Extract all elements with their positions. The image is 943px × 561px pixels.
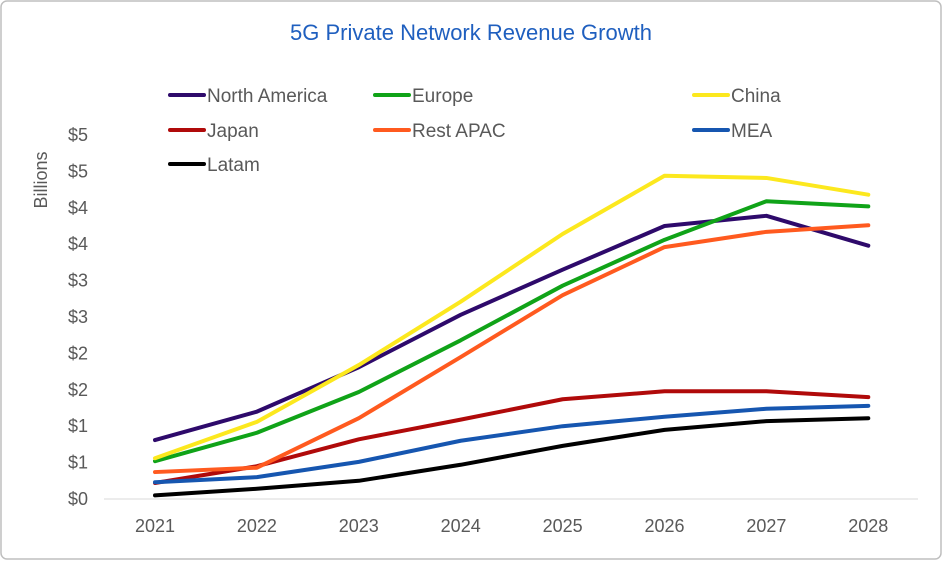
x-tick-label: 2024 <box>441 516 481 536</box>
series-line-north-america <box>153 213 871 443</box>
series-line-europe <box>153 199 871 464</box>
chart-title: 5G Private Network Revenue Growth <box>290 20 652 45</box>
x-tick-label: 2028 <box>848 516 888 536</box>
legend-label: China <box>731 86 781 107</box>
series-line-japan <box>153 389 871 485</box>
legend-item: North America <box>168 86 328 107</box>
x-tick-label: 2026 <box>644 516 684 536</box>
legend-label: Japan <box>207 121 259 142</box>
y-tick-label: $5 <box>68 125 88 145</box>
y-tick-label: $3 <box>68 307 88 327</box>
x-tick-label: 2027 <box>746 516 786 536</box>
legend-item: Japan <box>168 121 259 142</box>
y-tick-label: $4 <box>68 234 88 254</box>
x-tick-label: 2025 <box>543 516 583 536</box>
x-tick-label: 2021 <box>135 516 175 536</box>
legend-label: Europe <box>412 86 473 107</box>
series-line-mea <box>153 403 871 485</box>
y-tick-label: $0 <box>68 489 88 509</box>
legend-label: MEA <box>731 121 773 142</box>
y-tick-label: $5 <box>68 161 88 181</box>
y-tick-label: $1 <box>68 416 88 436</box>
y-tick-label: $2 <box>68 380 88 400</box>
x-tick-label: 2023 <box>339 516 379 536</box>
y-tick-label: $3 <box>68 271 88 291</box>
legend-item: Rest APAC <box>373 121 506 142</box>
legend-label: Rest APAC <box>412 121 506 142</box>
y-tick-label: $1 <box>68 453 88 473</box>
y-tick-label: $2 <box>68 343 88 363</box>
legend-item: Latam <box>168 155 260 176</box>
y-axis-label: Billions <box>31 151 51 208</box>
legend-label: North America <box>207 86 328 107</box>
legend-item: Europe <box>373 86 473 107</box>
x-tick-label: 2022 <box>237 516 277 536</box>
series-line-rest-apac <box>153 223 871 475</box>
legend-item: China <box>692 86 781 107</box>
legend-item: MEA <box>692 121 773 142</box>
series-line-latam <box>153 416 871 498</box>
series-line-china <box>153 173 871 461</box>
legend-label: Latam <box>207 155 260 176</box>
y-tick-label: $4 <box>68 198 88 218</box>
